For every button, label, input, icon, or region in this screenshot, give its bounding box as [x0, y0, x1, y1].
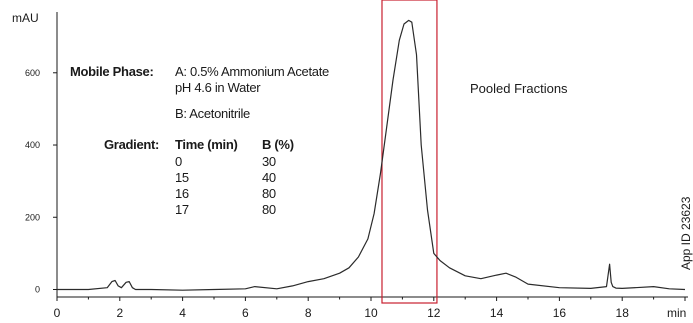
gradient-row-b: 80	[262, 186, 276, 201]
y-tick-label: 400	[25, 140, 40, 150]
x-tick-label: 8	[305, 306, 312, 320]
mobile-phase-a-line2: pH 4.6 in Water	[175, 80, 261, 95]
x-tick-label: 16	[553, 306, 567, 320]
app-id-label: App ID 23623	[679, 196, 693, 270]
y-tick-label: 200	[25, 212, 40, 222]
gradient-row-b: 40	[262, 170, 276, 185]
mobile-phase-a-line1: A: 0.5% Ammonium Acetate	[175, 64, 329, 79]
y-tick-label: 0	[35, 285, 40, 295]
gradient-row-b: 80	[262, 202, 276, 217]
mobile-phase-b: B: Acetonitrile	[175, 106, 250, 121]
pooled-fractions-box	[381, 0, 438, 304]
x-tick-label: 12	[427, 306, 441, 320]
x-tick-label: 14	[490, 306, 504, 320]
chromatogram-trace	[57, 19, 686, 291]
gradient-row-time: 16	[175, 186, 189, 201]
y-axis-label: mAU	[12, 11, 39, 25]
x-tick-label: 4	[179, 306, 186, 320]
gradient-row-time: 15	[175, 170, 189, 185]
gradient-label: Gradient:	[104, 137, 160, 152]
x-tick-label: 6	[242, 306, 249, 320]
x-tick-label: 18	[616, 306, 630, 320]
x-tick-label: 10	[364, 306, 378, 320]
pooled-fractions-label: Pooled Fractions	[470, 81, 568, 96]
x-tick-label: 2	[116, 306, 123, 320]
gradient-row-b: 30	[262, 154, 276, 169]
mobile-phase-label: Mobile Phase:	[70, 64, 154, 79]
gradient-row-time: 17	[175, 202, 189, 217]
y-tick-label: 600	[25, 68, 40, 78]
gradient-b-header: B (%)	[262, 137, 294, 152]
gradient-row-time: 0	[175, 154, 182, 169]
x-axis-label: min	[667, 306, 686, 320]
axes	[56, 12, 688, 298]
gradient-time-header: Time (min)	[175, 137, 238, 152]
x-tick-label: 0	[54, 306, 61, 320]
